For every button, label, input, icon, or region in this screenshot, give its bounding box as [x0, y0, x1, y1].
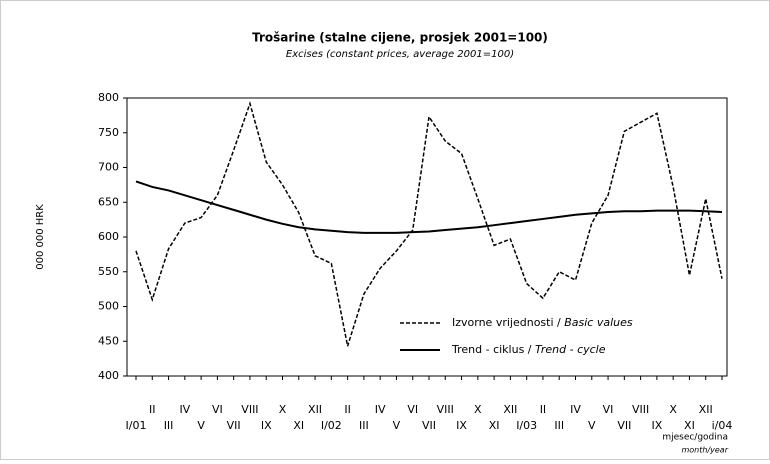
x-tick-label: V	[588, 419, 596, 432]
legend-name: Trend - ciklus /	[451, 343, 535, 356]
x-tick-label: XII	[503, 403, 517, 416]
x-tick-label: VIII	[632, 403, 649, 416]
x-tick-label: XII	[699, 403, 713, 416]
y-tick-label: 400	[98, 369, 119, 382]
x-tick-label: I/01	[126, 419, 147, 432]
legend-label: Izvorne vrijednosti / Basic values	[452, 316, 633, 329]
x-tick-label: VII	[617, 419, 631, 432]
series-line	[135, 180, 723, 234]
x-tick-label: XI	[293, 419, 304, 432]
x-tick-label: XI	[684, 419, 695, 432]
x-tick-label: i/04	[712, 419, 733, 432]
chart-title: Trošarine (stalne cijene, prosjek 2001=1…	[252, 31, 548, 45]
x-tick-label: I/02	[321, 419, 342, 432]
y-tick-label: 450	[98, 334, 119, 347]
y-tick-label: 700	[98, 161, 119, 174]
y-tick-label: 550	[98, 265, 119, 278]
x-tick-label: II	[149, 403, 156, 416]
x-tick-label: IV	[375, 403, 386, 416]
y-axis-label: 000 000 HRK	[35, 204, 46, 270]
x-tick-label: X	[669, 403, 677, 416]
legend-name: Izvorne vrijednosti /	[452, 316, 564, 329]
x-tick-label: VIII	[437, 403, 454, 416]
x-tick-label: XI	[489, 419, 500, 432]
x-tick-label: XII	[308, 403, 322, 416]
x-tick-label: II	[540, 403, 547, 416]
x-tick-label: VII	[422, 419, 436, 432]
series-line	[135, 101, 723, 347]
x-tick-label: VII	[227, 419, 241, 432]
x-tick-label: III	[164, 419, 174, 432]
x-tick-label: IV	[570, 403, 581, 416]
x-tick-label: III	[554, 419, 564, 432]
x-tick-label: VI	[603, 403, 614, 416]
x-tick-label: IX	[261, 419, 272, 432]
x-tick-label: X	[474, 403, 482, 416]
legend-name-en: Basic values	[564, 316, 633, 329]
x-tick-label: VI	[407, 403, 418, 416]
x-tick-label: IV	[179, 403, 190, 416]
y-tick-label: 650	[98, 195, 119, 208]
legend-name-en: Trend - cycle	[535, 343, 606, 356]
x-tick-label: IX	[456, 419, 467, 432]
x-tick-label: X	[279, 403, 287, 416]
x-tick-label: V	[197, 419, 205, 432]
x-tick-label: VIII	[241, 403, 258, 416]
x-axis-label-en: month/year	[681, 446, 728, 455]
legend-label: Trend - ciklus / Trend - cycle	[451, 343, 606, 356]
y-tick-label: 500	[98, 300, 119, 313]
y-tick-label: 800	[98, 91, 119, 104]
x-axis-label: mjesec/godina	[662, 433, 728, 443]
x-tick-label: IX	[651, 419, 662, 432]
chart-subtitle: Excises (constant prices, average 2001=1…	[286, 49, 514, 60]
y-tick-label: 600	[98, 230, 119, 243]
x-tick-label: I/03	[516, 419, 537, 432]
x-tick-label: V	[393, 419, 401, 432]
x-tick-label: II	[344, 403, 351, 416]
x-tick-label: III	[359, 419, 369, 432]
x-tick-label: VI	[212, 403, 223, 416]
y-tick-label: 750	[98, 126, 119, 139]
